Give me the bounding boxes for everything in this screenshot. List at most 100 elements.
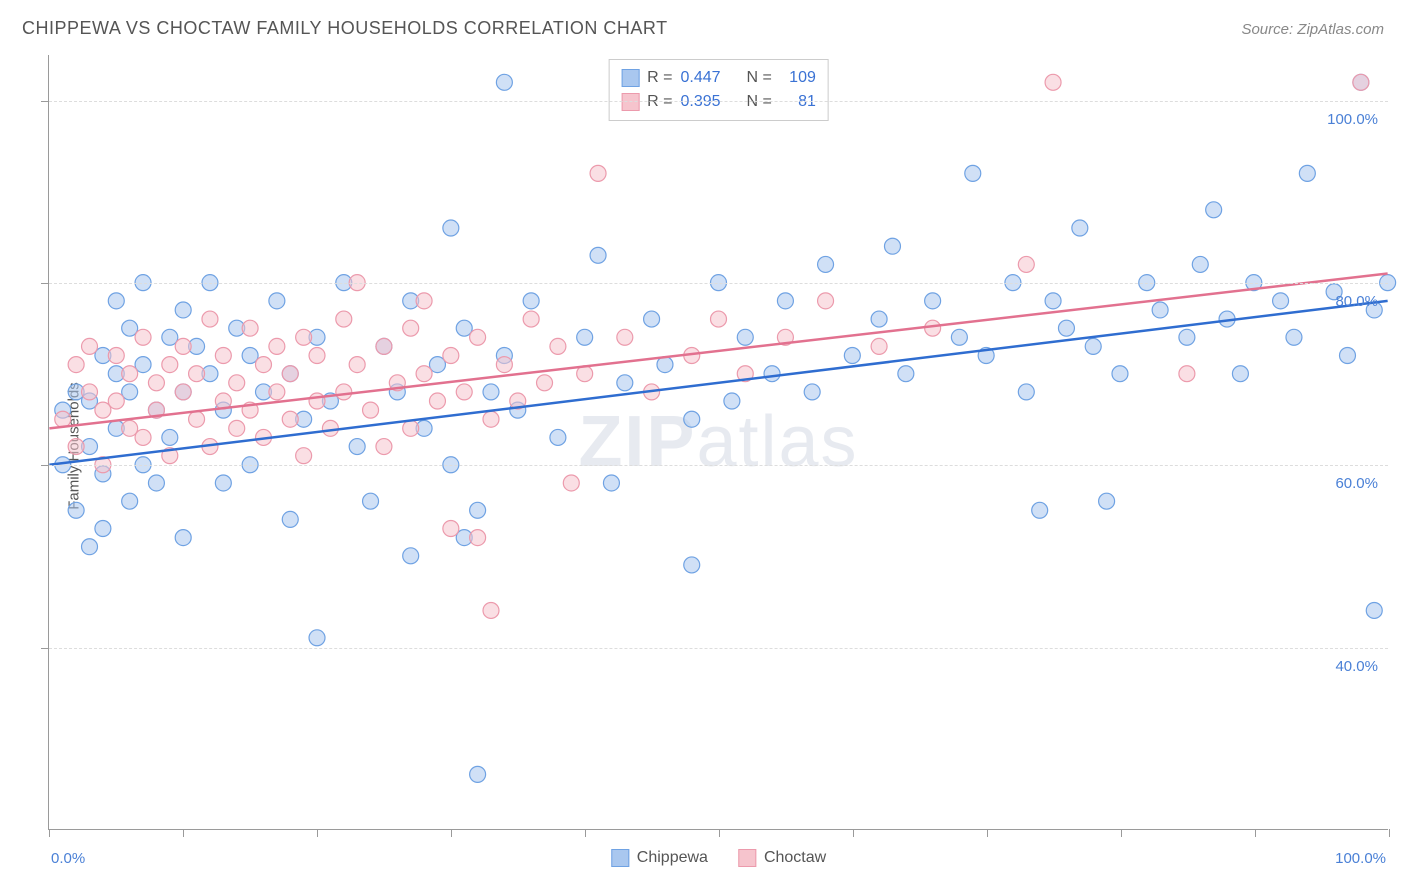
data-point [644, 311, 660, 327]
x-tick [451, 829, 452, 837]
gridline [49, 101, 1388, 102]
data-point [162, 429, 178, 445]
x-tick [183, 829, 184, 837]
data-point [1339, 348, 1355, 364]
data-point [443, 348, 459, 364]
data-point [1152, 302, 1168, 318]
chart-svg [49, 55, 1388, 829]
data-point [282, 366, 298, 382]
legend-n-label: N = [747, 66, 772, 90]
data-point [322, 420, 338, 436]
gridline [49, 283, 1388, 284]
data-point [777, 293, 793, 309]
data-point [1045, 293, 1061, 309]
data-point [844, 348, 860, 364]
data-point [818, 293, 834, 309]
data-point [483, 602, 499, 618]
legend-swatch [621, 93, 639, 111]
data-point [483, 384, 499, 400]
y-tick-label: 100.0% [1327, 111, 1378, 128]
data-point [884, 238, 900, 254]
y-tick [41, 465, 49, 466]
data-point [135, 429, 151, 445]
x-tick [987, 829, 988, 837]
data-point [563, 475, 579, 491]
data-point [871, 338, 887, 354]
data-point [376, 439, 392, 455]
chart-title: CHIPPEWA VS CHOCTAW FAMILY HOUSEHOLDS CO… [22, 18, 668, 39]
data-point [1018, 384, 1034, 400]
series-legend: ChippewaChoctaw [611, 849, 826, 867]
data-point [403, 420, 419, 436]
data-point [229, 375, 245, 391]
scatter-plot: ZIPatlas R =0.447N =109R =0.395N =81 Chi… [48, 55, 1388, 830]
data-point [1192, 256, 1208, 272]
data-point [189, 411, 205, 427]
data-point [577, 329, 593, 345]
data-point [925, 320, 941, 336]
data-point [898, 366, 914, 382]
data-point [255, 357, 271, 373]
data-point [229, 420, 245, 436]
data-point [965, 165, 981, 181]
data-point [242, 320, 258, 336]
data-point [737, 329, 753, 345]
data-point [483, 411, 499, 427]
data-point [1112, 366, 1128, 382]
x-tick [317, 829, 318, 837]
data-point [403, 320, 419, 336]
y-tick [41, 648, 49, 649]
data-point [68, 502, 84, 518]
data-point [416, 293, 432, 309]
data-point [1179, 329, 1195, 345]
data-point [1099, 493, 1115, 509]
data-point [523, 311, 539, 327]
data-point [1353, 74, 1369, 90]
data-point [108, 293, 124, 309]
correlation-legend: R =0.447N =109R =0.395N =81 [608, 59, 829, 121]
x-tick [719, 829, 720, 837]
data-point [951, 329, 967, 345]
data-point [336, 311, 352, 327]
data-point [309, 393, 325, 409]
data-point [82, 384, 98, 400]
data-point [1058, 320, 1074, 336]
data-point [215, 475, 231, 491]
data-point [296, 329, 312, 345]
data-point [818, 256, 834, 272]
legend-swatch [611, 849, 629, 867]
y-tick-label: 80.0% [1335, 293, 1378, 310]
data-point [282, 411, 298, 427]
y-tick [41, 101, 49, 102]
data-point [68, 439, 84, 455]
data-point [68, 357, 84, 373]
data-point [416, 366, 432, 382]
data-point [403, 548, 419, 564]
data-point [711, 311, 727, 327]
y-tick [41, 283, 49, 284]
data-point [336, 384, 352, 400]
y-tick-label: 40.0% [1335, 658, 1378, 675]
data-point [523, 293, 539, 309]
data-point [537, 375, 553, 391]
data-point [363, 402, 379, 418]
data-point [617, 329, 633, 345]
data-point [148, 375, 164, 391]
data-point [470, 502, 486, 518]
data-point [684, 411, 700, 427]
x-axis-max-label: 100.0% [1335, 850, 1386, 867]
data-point [617, 375, 633, 391]
gridline [49, 648, 1388, 649]
data-point [470, 530, 486, 546]
series-name: Chippewa [637, 849, 708, 867]
data-point [175, 384, 191, 400]
data-point [296, 448, 312, 464]
data-point [376, 338, 392, 354]
data-point [724, 393, 740, 409]
legend-row: R =0.395N =81 [621, 90, 816, 114]
data-point [1299, 165, 1315, 181]
data-point [1286, 329, 1302, 345]
data-point [470, 329, 486, 345]
data-point [349, 439, 365, 455]
data-point [590, 247, 606, 263]
